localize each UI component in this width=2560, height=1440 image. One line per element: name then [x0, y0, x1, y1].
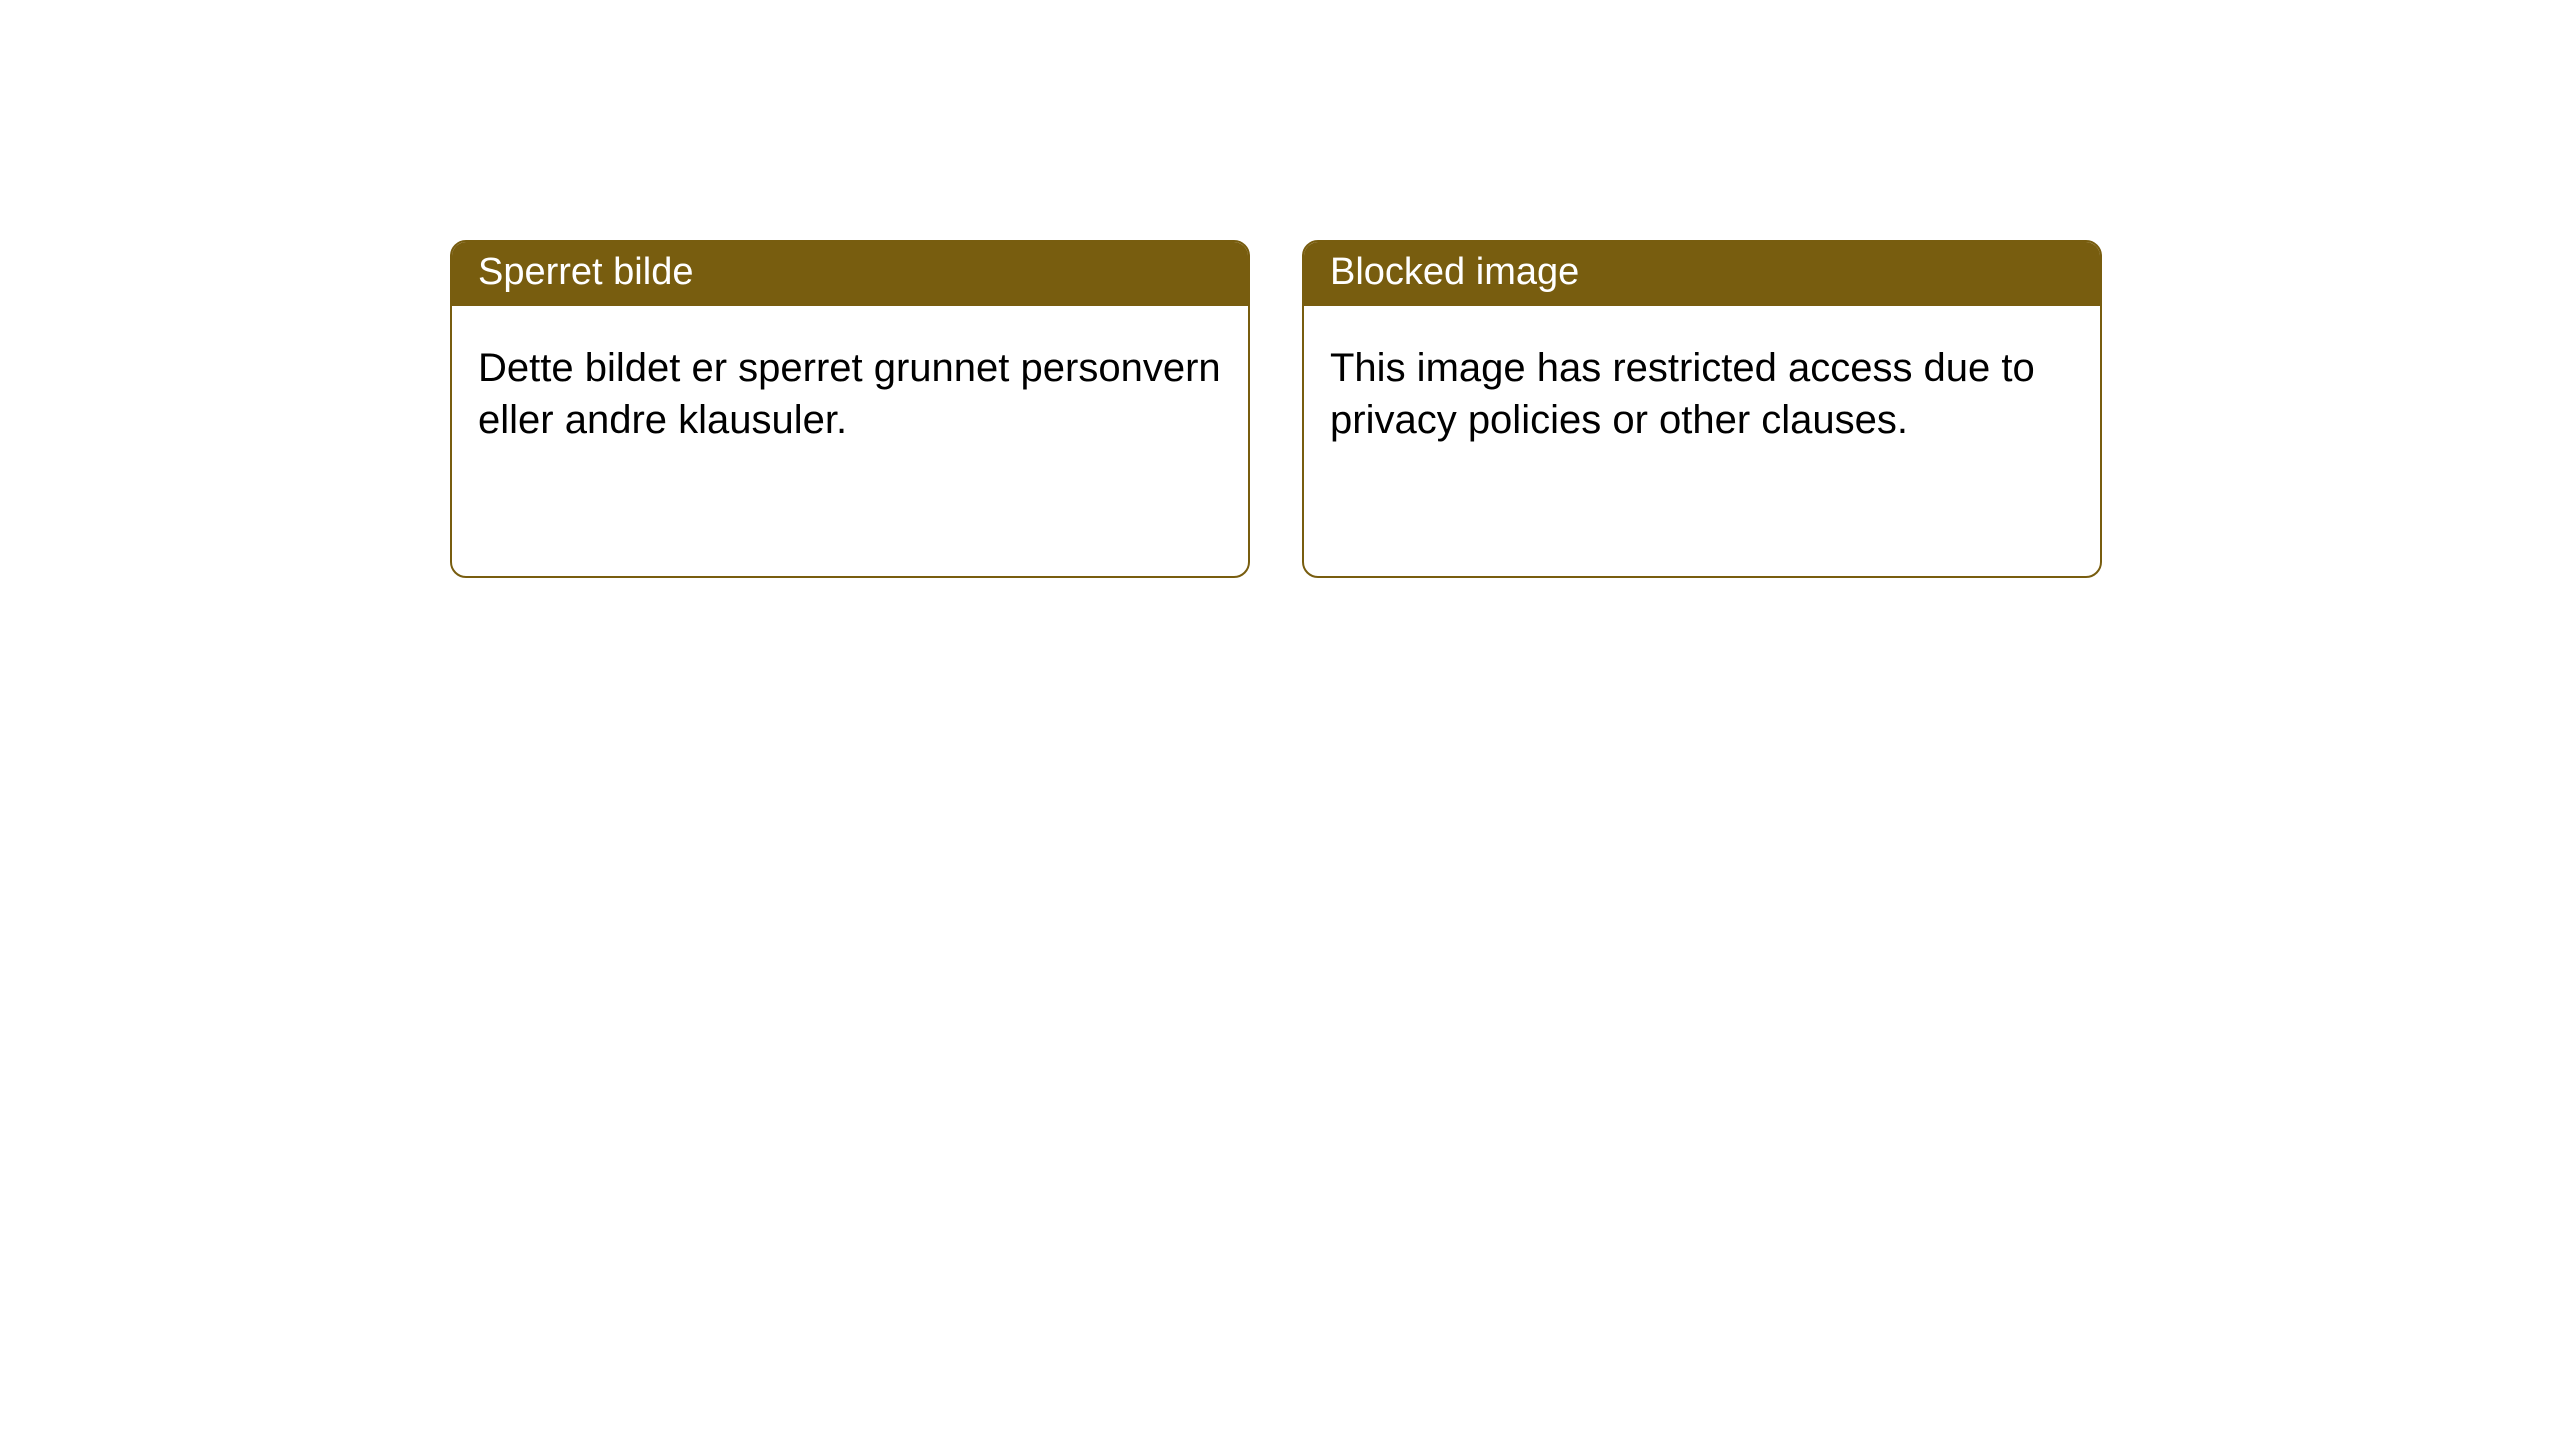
blocked-image-notices: Sperret bilde Dette bildet er sperret gr…	[0, 0, 2560, 578]
blocked-image-card-en: Blocked image This image has restricted …	[1302, 240, 2102, 578]
card-header-no: Sperret bilde	[452, 242, 1248, 306]
card-header-en: Blocked image	[1304, 242, 2100, 306]
blocked-image-card-no: Sperret bilde Dette bildet er sperret gr…	[450, 240, 1250, 578]
card-body-no: Dette bildet er sperret grunnet personve…	[452, 306, 1248, 482]
card-body-en: This image has restricted access due to …	[1304, 306, 2100, 482]
